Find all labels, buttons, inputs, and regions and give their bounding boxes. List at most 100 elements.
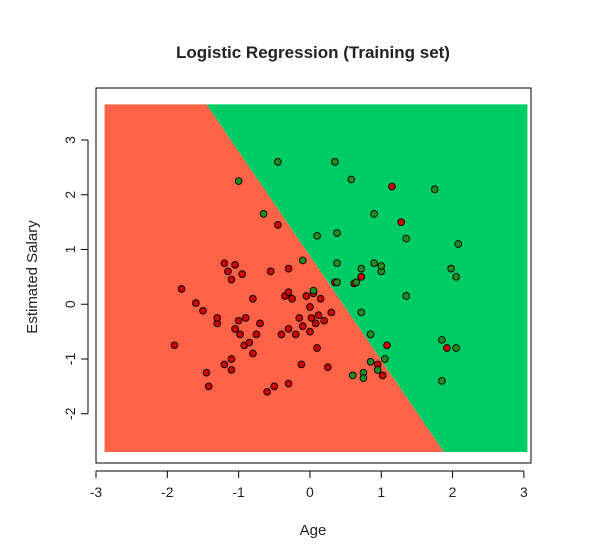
data-point-class-0: [397, 218, 406, 226]
data-point-class-0: [313, 344, 321, 352]
data-point-class-0: [383, 341, 391, 350]
data-point-class-1: [438, 335, 446, 344]
data-point-class-0: [220, 259, 229, 268]
data-point-class-1: [370, 210, 378, 218]
data-point-class-1: [273, 158, 282, 166]
data-point-class-1: [313, 231, 321, 240]
data-point-class-0: [227, 275, 236, 284]
data-point-class-1: [259, 210, 268, 218]
data-point-class-0: [297, 360, 306, 369]
data-point-class-0: [284, 264, 293, 273]
data-point-class-1: [454, 240, 463, 248]
data-point-class-0: [249, 294, 257, 303]
data-point-class-1: [348, 371, 357, 380]
data-point-class-0: [295, 314, 304, 322]
x-tick-label: -3: [90, 484, 103, 500]
x-axis: -3 -2 -1 0 1 2 3: [90, 470, 528, 500]
data-point-class-0: [238, 270, 247, 278]
data-point-class-1: [373, 366, 382, 374]
data-point-class-0: [236, 330, 244, 339]
data-point-class-1: [366, 357, 375, 366]
data-point-class-0: [314, 311, 323, 320]
data-point-class-0: [263, 387, 271, 396]
data-point-class-0: [270, 382, 279, 391]
y-tick-label: 1: [62, 245, 78, 253]
data-point-class-0: [388, 182, 396, 191]
data-point-class-0: [323, 363, 332, 372]
x-tick-label: 2: [449, 484, 457, 500]
data-point-class-0: [320, 316, 329, 325]
y-tick-label: 0: [62, 300, 78, 308]
data-point-class-0: [284, 288, 293, 297]
data-point-class-1: [333, 259, 341, 268]
data-point-class-0: [224, 267, 232, 276]
data-point-class-0: [220, 360, 229, 369]
data-point-class-1: [402, 292, 411, 300]
data-point-class-1: [452, 344, 460, 352]
x-tick-label: 3: [520, 484, 528, 500]
data-point-class-0: [266, 267, 275, 276]
chart-title: Logistic Regression (Training set): [176, 43, 450, 62]
y-axis-label: Estimated Salary: [24, 220, 41, 334]
y-axis: -2 -1 0 1 2 3: [62, 136, 89, 420]
data-point-class-0: [307, 314, 316, 322]
data-point-class-1: [309, 286, 318, 295]
x-axis-label: Age: [300, 522, 327, 539]
data-point-class-1: [438, 377, 446, 385]
data-point-class-1: [377, 262, 386, 270]
data-point-class-1: [357, 264, 366, 273]
data-point-class-1: [333, 229, 341, 237]
data-point-class-1: [447, 264, 455, 273]
data-point-class-0: [204, 382, 213, 391]
y-tick-label: 3: [62, 136, 78, 144]
data-point-class-0: [327, 308, 336, 317]
data-point-class-0: [227, 366, 236, 374]
data-point-class-0: [284, 325, 293, 333]
data-point-class-0: [288, 294, 296, 303]
data-point-class-0: [249, 349, 257, 358]
data-point-class-1: [347, 175, 356, 184]
region-class-0: [104, 104, 445, 453]
data-point-class-0: [191, 299, 200, 307]
x-tick-label: -2: [161, 484, 174, 500]
data-point-class-0: [252, 330, 261, 339]
data-point-class-1: [380, 355, 389, 363]
data-point-class-0: [202, 368, 211, 377]
y-tick-label: -1: [62, 353, 78, 366]
data-point-class-1: [366, 330, 375, 339]
x-tick-label: -1: [232, 484, 245, 500]
data-point-class-0: [227, 355, 236, 363]
data-point-class-0: [231, 260, 239, 269]
x-tick-label: 0: [306, 484, 314, 500]
data-point-class-0: [199, 306, 207, 315]
data-point-class-0: [245, 338, 254, 347]
data-point-class-1: [430, 185, 439, 194]
data-point-class-0: [273, 221, 282, 229]
data-point-class-0: [306, 303, 314, 311]
data-point-class-1: [370, 259, 378, 268]
data-point-class-1: [402, 234, 411, 243]
data-point-class-0: [277, 330, 286, 339]
data-point-class-0: [256, 319, 264, 328]
x-tick-label: 1: [377, 484, 385, 500]
data-point-class-1: [352, 278, 361, 287]
data-point-class-0: [311, 319, 320, 328]
data-point-class-1: [234, 177, 243, 185]
data-point-class-0: [298, 322, 307, 330]
data-point-class-0: [213, 314, 222, 322]
data-point-class-0: [302, 292, 311, 300]
y-tick-label: -2: [62, 407, 78, 420]
data-point-class-0: [234, 316, 243, 325]
data-point-class-0: [170, 341, 179, 350]
data-point-class-1: [331, 158, 339, 166]
data-point-class-0: [177, 285, 186, 293]
data-point-class-1: [357, 308, 366, 317]
data-point-class-0: [306, 327, 314, 336]
data-point-class-0: [231, 325, 239, 333]
data-point-class-1: [359, 374, 368, 382]
data-point-class-0: [316, 294, 325, 303]
region-class-1: [206, 104, 528, 453]
y-tick-label: 2: [62, 191, 78, 199]
plot-area: [95, 87, 532, 464]
